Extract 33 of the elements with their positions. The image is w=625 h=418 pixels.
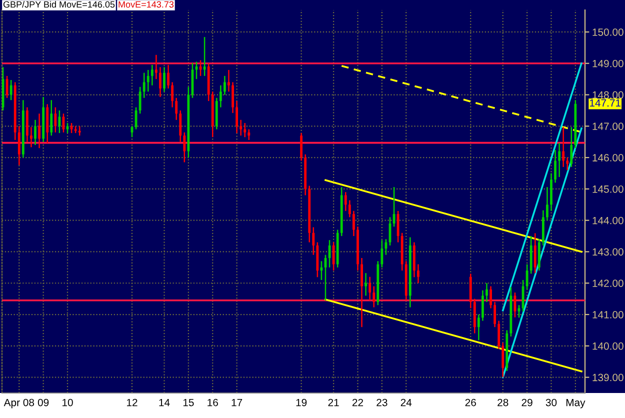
x-tick-label: 24 (400, 398, 412, 406)
y-tick-label: 149.00 (592, 60, 624, 68)
y-tick-label: 143.00 (592, 248, 624, 256)
x-tick-label: 26 (465, 398, 476, 406)
x-tick-label: 22 (352, 398, 364, 406)
x-tick-label: 23 (376, 398, 388, 406)
y-tick-label: 146.00 (592, 154, 624, 162)
y-tick-label: 148.00 (592, 91, 624, 99)
y-tick-label: 140.00 (592, 342, 624, 350)
x-tick-label: 12 (127, 398, 138, 406)
y-tick-label: 142.00 (592, 280, 624, 287)
x-tick-label: Apr 08 (4, 398, 34, 408)
x-tick-label: 09 (38, 398, 49, 406)
y-tick-label: 150.00 (592, 28, 624, 36)
x-tick-label: 19 (296, 398, 307, 406)
chart-title: GBP/JPY Bid MovE=146.05 (3, 1, 115, 8)
y-tick-label: 144.00 (592, 216, 624, 224)
x-tick-label: May (566, 398, 586, 408)
chart-subtitle: MovE=143.73 (118, 1, 174, 8)
x-tick-label: 28 (498, 398, 508, 406)
x-tick-label: 30 (546, 398, 557, 406)
x-tick-label: 29 (522, 398, 532, 406)
x-tick-label: 16 (208, 398, 218, 406)
y-tick-label: 147.00 (592, 122, 624, 130)
x-tick-label: 21 (328, 398, 339, 406)
x-tick-label: 14 (159, 398, 170, 406)
y-tick-label: 141.00 (592, 311, 624, 318)
x-tick-label: 10 (62, 398, 73, 406)
y-tick-label: 145.00 (592, 185, 624, 193)
text: 147.71 (590, 99, 621, 107)
x-tick-label: 15 (183, 398, 194, 406)
x-tick-label: 17 (232, 398, 242, 406)
y-tick-label: 139.00 (592, 374, 624, 382)
